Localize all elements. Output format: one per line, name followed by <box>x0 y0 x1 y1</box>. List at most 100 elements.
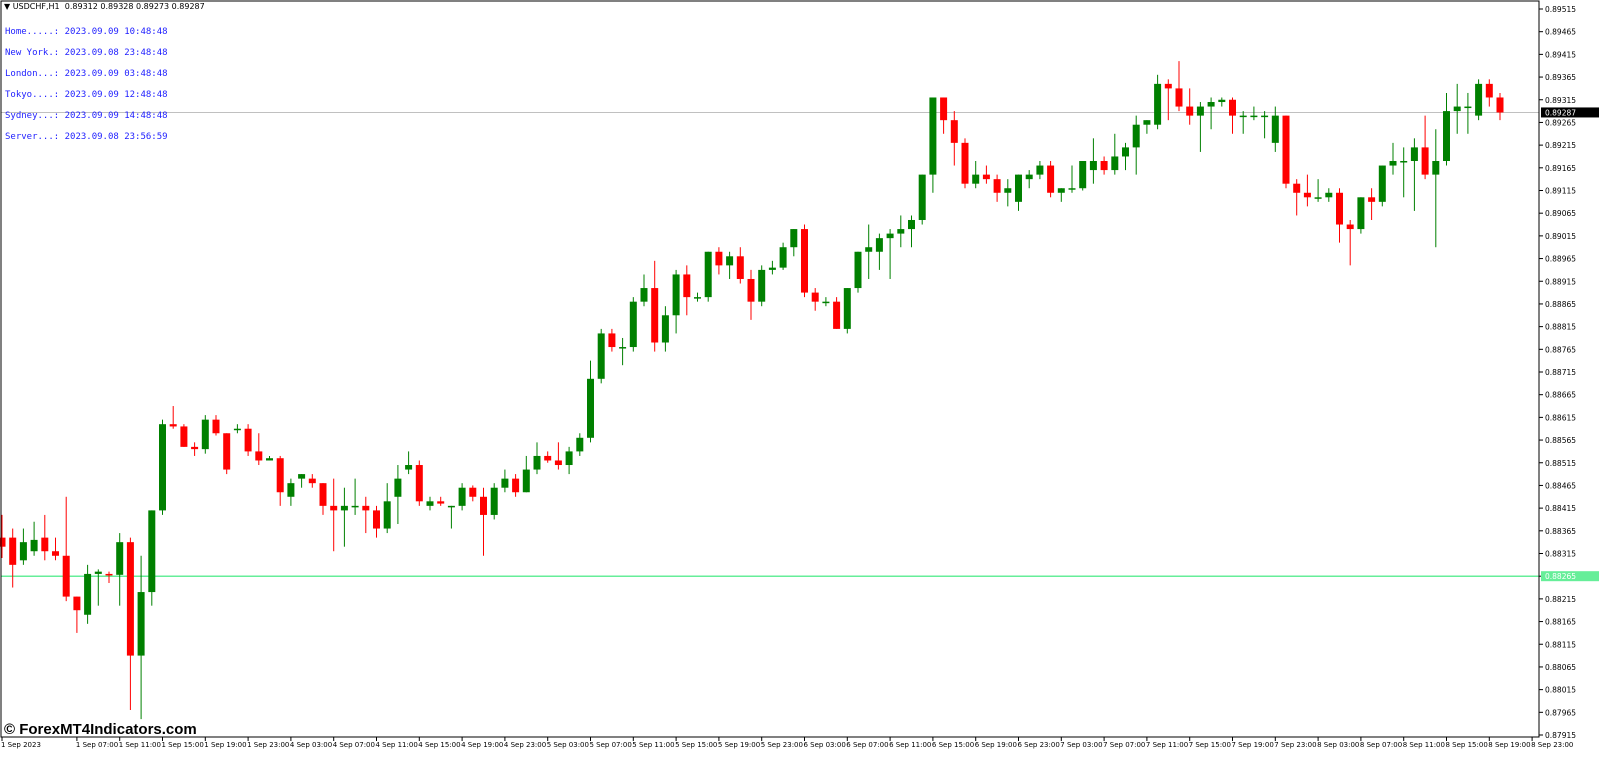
candle <box>169 406 177 429</box>
candle <box>897 215 905 248</box>
candle <box>747 269 755 320</box>
candle <box>1410 138 1418 211</box>
candle-body <box>651 288 659 343</box>
price-tick-label: 0.87915 <box>1545 731 1576 740</box>
candle-body <box>768 267 776 270</box>
symbol-header: ▼ USDCHF,H1 0.89312 0.89328 0.89273 0.89… <box>4 2 205 11</box>
chart-menu-arrow-icon[interactable]: ▼ <box>4 2 11 11</box>
candle-body <box>597 333 605 379</box>
candle-body <box>201 419 209 450</box>
candle-body <box>1336 192 1343 225</box>
price-tick-label: 0.88965 <box>1545 255 1576 264</box>
candle-body <box>875 238 883 252</box>
candle-body <box>619 347 627 349</box>
candle <box>1239 111 1247 134</box>
candle-body <box>501 478 509 488</box>
candle-body <box>576 437 584 452</box>
price-axis[interactable]: 0.89515 0.89465 0.89415 0.89365 0.89315 0.892… <box>1539 5 1599 740</box>
candle <box>84 564 92 624</box>
price-tick-label: 0.89465 <box>1545 28 1576 37</box>
candle <box>73 596 81 633</box>
candle-body <box>52 551 59 556</box>
time-tick-label: 8 Sep 03:00 <box>1317 741 1359 749</box>
plot-border <box>0 0 1540 738</box>
candle-body <box>19 542 27 561</box>
price-tick-label: 0.89265 <box>1545 118 1576 127</box>
candle-body <box>1218 99 1226 103</box>
time-tick-label: 7 Sep 03:00 <box>1060 741 1102 749</box>
time-axis[interactable]: 1 Sep 2023 1 Sep 07:00 1 Sep 11:00 1 Sep 15… <box>1 737 1573 749</box>
price-tick-label: 0.89315 <box>1545 96 1576 105</box>
candle-body <box>73 596 81 611</box>
candle <box>180 424 188 447</box>
candle <box>1154 74 1162 130</box>
time-tick-label: 7 Sep 11:00 <box>1146 741 1188 749</box>
price-tick-label: 0.88915 <box>1545 277 1576 286</box>
time-tick-label: 4 Sep 11:00 <box>376 741 418 749</box>
ohlc-values: 0.89312 0.89328 0.89273 0.89287 <box>64 2 205 11</box>
candle <box>308 474 316 488</box>
candle <box>159 419 166 515</box>
candle <box>704 251 712 302</box>
candle-body <box>1271 115 1279 143</box>
candle-body <box>1229 99 1236 116</box>
candle <box>105 571 113 583</box>
candle-body <box>1154 83 1162 125</box>
candle-body <box>1282 115 1290 184</box>
candle <box>1271 106 1279 152</box>
candle-body <box>779 247 787 268</box>
candle-body <box>41 537 49 552</box>
time-tick-label: 6 Sep 15:00 <box>932 741 974 749</box>
candle-body <box>1100 161 1108 171</box>
candle-body <box>266 458 273 461</box>
time-tick-label: 5 Sep 03:00 <box>547 741 589 749</box>
candle-body <box>394 478 402 497</box>
candle-body <box>1196 106 1204 116</box>
candle-body <box>1400 161 1408 163</box>
candle-body <box>982 174 990 180</box>
candle <box>1229 97 1236 134</box>
candle-body <box>661 315 669 343</box>
candle-body <box>833 301 841 329</box>
candle-body <box>223 433 231 470</box>
clock-label: London...: <box>5 69 60 79</box>
price-tick-label: 0.89015 <box>1545 232 1576 241</box>
candle <box>426 496 434 511</box>
time-tick-label: 6 Sep 11:00 <box>889 741 931 749</box>
candle-body <box>1079 161 1087 189</box>
candle <box>1389 142 1397 175</box>
candle-body <box>159 424 166 511</box>
candle <box>1132 115 1140 175</box>
candle-body <box>1111 156 1119 171</box>
candle-body <box>683 274 691 298</box>
candle-body <box>1122 147 1129 157</box>
candle <box>929 97 937 193</box>
candle-body <box>383 501 391 529</box>
clock-row-home: Home.....: 2023.09.09 10:48:48 <box>5 28 168 37</box>
time-tick-label: 8 Sep 07:00 <box>1360 741 1402 749</box>
candle <box>875 233 883 270</box>
candle <box>608 328 616 352</box>
price-tick-label: 0.89165 <box>1545 164 1576 173</box>
price-tick-label: 0.88465 <box>1545 481 1576 490</box>
candle <box>512 474 520 497</box>
candle <box>1100 156 1108 175</box>
candle-body <box>319 483 327 506</box>
candle <box>223 433 231 475</box>
level-price-tag[interactable] <box>1541 571 1599 582</box>
candle <box>1400 147 1408 198</box>
candle <box>533 442 541 475</box>
price-tick-label: 0.88415 <box>1545 504 1576 513</box>
price-tick-label: 0.88215 <box>1545 595 1576 604</box>
price-tick-label: 0.89515 <box>1545 5 1576 14</box>
candle-body <box>0 537 6 547</box>
candle-body <box>437 501 445 504</box>
candle <box>683 265 691 316</box>
candle-body <box>362 505 370 511</box>
time-tick-label: 4 Sep 07:00 <box>333 741 375 749</box>
candle-body <box>522 469 530 493</box>
bid-price-tag <box>1541 107 1599 118</box>
price-tick-label: 0.88165 <box>1545 618 1576 627</box>
